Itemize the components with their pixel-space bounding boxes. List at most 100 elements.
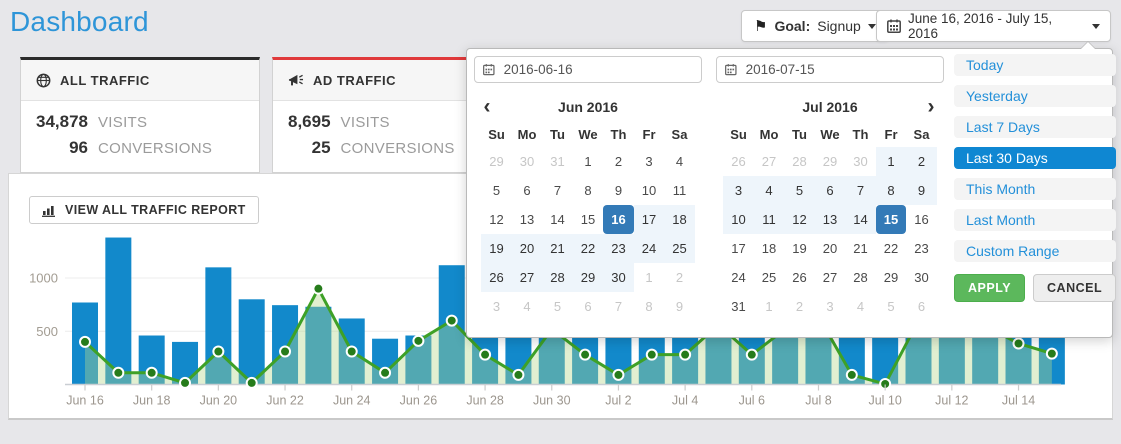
day-cell[interactable]: 2 [614,154,623,169]
day-cell[interactable]: 3 [645,154,653,169]
day-cell[interactable]: 17 [731,241,746,256]
day-cell[interactable]: 23 [603,234,634,263]
day-cell[interactable]: 1 [875,147,907,176]
day-cell[interactable]: 8 [645,299,653,314]
day-cell[interactable]: 3 [492,299,501,314]
point-jul-9[interactable] [845,368,858,381]
day-cell[interactable]: 4 [675,154,684,169]
range-item-this-month[interactable]: This Month [954,178,1117,200]
day-cell[interactable]: 26 [481,263,512,292]
day-cell[interactable]: 30 [853,154,868,169]
start-date-input[interactable] [501,61,693,78]
day-cell[interactable]: 3 [723,176,754,205]
day-cell[interactable]: 12 [489,212,504,227]
day-cell[interactable]: 4 [856,299,865,314]
point-jun-21[interactable] [245,376,258,389]
goal-dropdown-button[interactable]: ⚑ Goal: Signup [741,10,889,42]
day-cell[interactable]: 18 [664,205,695,234]
point-jul-15[interactable] [1045,347,1058,360]
day-cell[interactable]: 6 [814,176,846,205]
day-cell[interactable]: 9 [614,183,623,198]
day-cell[interactable]: 6 [584,299,592,314]
day-cell[interactable]: 2 [795,299,804,314]
point-jun-19[interactable] [179,376,192,389]
day-cell[interactable]: 12 [784,205,815,234]
point-jul-1[interactable] [579,348,592,361]
bar-jun-22[interactable] [272,305,299,385]
point-jul-4[interactable] [679,348,692,361]
day-cell[interactable]: 7 [553,183,562,198]
day-cell[interactable]: 29 [883,270,899,285]
day-cell[interactable]: 21 [853,241,868,256]
point-jun-20[interactable] [212,345,225,358]
end-date-field[interactable] [716,56,944,83]
day-cell[interactable]: 28 [853,270,868,285]
day-cell[interactable]: 9 [906,176,937,205]
day-cell[interactable]: 27 [822,270,838,285]
day-cell[interactable]: 30 [519,154,535,169]
day-cell[interactable]: 26 [792,270,807,285]
day-cell[interactable]: 14 [845,205,876,234]
day-cell[interactable]: 19 [792,241,807,256]
range-item-last-7-days[interactable]: Last 7 Days [954,116,1117,138]
day-cell[interactable]: 16 [603,205,634,234]
point-jun-26[interactable] [412,334,425,347]
day-cell[interactable]: 19 [481,234,512,263]
bar-jun-23[interactable] [305,306,332,385]
point-jul-6[interactable] [745,348,758,361]
point-jun-27[interactable] [445,314,458,327]
day-cell[interactable]: 22 [883,241,899,256]
day-cell[interactable]: 11 [753,205,785,234]
day-cell[interactable]: 25 [664,234,695,263]
day-cell[interactable]: 8 [875,176,907,205]
day-cell[interactable]: 10 [641,183,657,198]
point-jul-2[interactable] [612,368,625,381]
range-item-last-month[interactable]: Last Month [954,209,1117,231]
day-cell[interactable]: 1 [584,154,592,169]
daterange-dropdown-button[interactable]: June 16, 2016 - July 15, 2016 [876,10,1111,42]
day-cell[interactable]: 4 [753,176,785,205]
point-jul-3[interactable] [645,348,658,361]
day-cell[interactable]: 10 [723,205,754,234]
day-cell[interactable]: 16 [914,212,929,227]
cancel-button[interactable]: CANCEL [1033,274,1117,302]
point-jun-23[interactable] [312,282,325,295]
day-cell[interactable]: 1 [645,270,653,285]
day-cell[interactable]: 18 [761,241,777,256]
day-cell[interactable]: 9 [675,299,684,314]
day-cell[interactable]: 31 [731,299,746,314]
bar-jun-17[interactable] [105,237,132,385]
point-jul-14[interactable] [1012,337,1025,350]
day-cell[interactable]: 31 [550,154,565,169]
day-cell[interactable]: 4 [523,299,531,314]
day-cell[interactable]: 3 [826,299,834,314]
day-cell[interactable]: 6 [917,299,926,314]
range-item-last-30-days[interactable]: Last 30 Days [954,147,1117,169]
day-cell[interactable]: 17 [633,205,665,234]
end-date-input[interactable] [743,61,935,78]
range-item-custom-range[interactable]: Custom Range [954,240,1117,262]
day-cell[interactable]: 11 [672,183,687,198]
point-jun-22[interactable] [279,345,292,358]
day-cell[interactable]: 28 [792,154,807,169]
prev-month-button[interactable]: ‹ [483,95,491,118]
day-cell[interactable]: 21 [542,234,573,263]
day-cell[interactable]: 15 [580,212,596,227]
day-cell[interactable]: 29 [489,154,504,169]
day-cell[interactable]: 7 [614,299,623,314]
day-cell[interactable]: 24 [731,270,746,285]
day-cell[interactable]: 24 [633,234,665,263]
point-jun-29[interactable] [512,368,525,381]
day-cell[interactable]: 20 [822,241,838,256]
day-cell[interactable]: 29 [572,263,604,292]
point-jun-16[interactable] [79,335,91,348]
range-item-today[interactable]: Today [954,54,1117,76]
day-cell[interactable]: 25 [761,270,777,285]
point-jun-17[interactable] [112,366,125,379]
day-cell[interactable]: 8 [584,183,592,198]
point-jun-28[interactable] [479,348,492,361]
point-jun-18[interactable] [145,366,158,379]
day-cell[interactable]: 6 [523,183,531,198]
point-jun-25[interactable] [379,366,392,379]
day-cell[interactable]: 5 [492,183,501,198]
